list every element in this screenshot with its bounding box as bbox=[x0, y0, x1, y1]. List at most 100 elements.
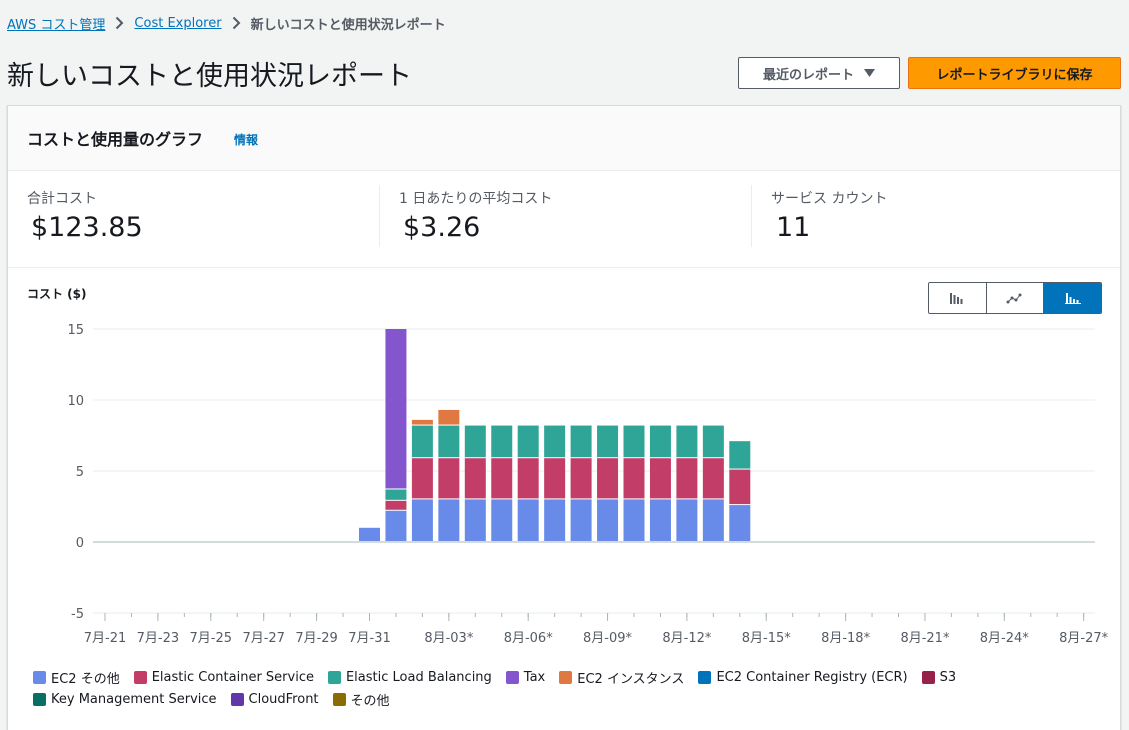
bar-segment bbox=[517, 425, 539, 458]
line-chart-icon bbox=[1006, 289, 1024, 308]
legend-swatch bbox=[133, 670, 147, 684]
legend-swatch bbox=[698, 670, 712, 684]
bar-segment bbox=[729, 505, 751, 541]
service-count-label: サービス カウント bbox=[771, 191, 888, 207]
legend-item[interactable]: S3 bbox=[921, 669, 957, 685]
bar-segment bbox=[385, 510, 407, 541]
bar-segment bbox=[464, 499, 486, 541]
bar-segment bbox=[411, 458, 433, 499]
legend-row: EC2 その他 Elastic Container Service Elastic … bbox=[33, 666, 1113, 688]
breadcrumb-current: 新しいコストと使用状況レポート bbox=[250, 17, 446, 33]
bar-segment bbox=[729, 469, 751, 505]
bar-segment bbox=[385, 329, 407, 489]
legend-swatch bbox=[33, 692, 46, 706]
bar-chart-toggle[interactable] bbox=[929, 283, 987, 313]
bar-segment bbox=[597, 458, 619, 499]
y-tick-label: 0 bbox=[76, 536, 84, 551]
total-cost-value: $123.85 bbox=[31, 212, 143, 243]
bar-segment bbox=[623, 499, 645, 541]
bar-segment bbox=[385, 500, 407, 510]
legend-item[interactable]: Key Management Service bbox=[33, 692, 217, 707]
x-tick-label: 8月-15* bbox=[742, 631, 792, 646]
stacked-cost-chart: -5 0 5 10 15 7月-21 7月-23 7月-25 7月-27 7月-29 7月-31 8月… bbox=[67, 323, 1108, 646]
panel-title: コストと使用量のグラフ bbox=[27, 130, 204, 149]
x-tick-label: 7月-23 bbox=[137, 631, 180, 646]
stacked-bar-chart-toggle[interactable] bbox=[1044, 283, 1101, 313]
info-link[interactable]: 情報 bbox=[234, 133, 259, 147]
legend-swatch bbox=[559, 670, 573, 684]
bar-segment bbox=[438, 409, 460, 425]
x-tick-label: 8月-09* bbox=[583, 631, 633, 646]
metric-divider bbox=[751, 185, 752, 247]
bar-segment bbox=[464, 425, 486, 458]
y-tick-label: 5 bbox=[76, 465, 84, 480]
bar-segment bbox=[411, 419, 433, 425]
bar-segment bbox=[570, 458, 592, 499]
bar-segment bbox=[676, 458, 698, 499]
legend-label: CloudFront bbox=[248, 691, 319, 707]
legend-row: Key Management Service CloudFront その他 bbox=[33, 688, 1113, 710]
bar-segment bbox=[702, 458, 724, 499]
legend-item[interactable]: CloudFront bbox=[230, 691, 319, 707]
recent-reports-dropdown[interactable]: 最近のレポート bbox=[738, 57, 900, 89]
legend-swatch bbox=[505, 670, 519, 684]
bar-segment bbox=[649, 425, 671, 458]
daily-average-value: $3.26 bbox=[403, 212, 481, 243]
y-tick-label: -5 bbox=[71, 607, 84, 622]
bar-segment bbox=[649, 458, 671, 499]
legend-swatch bbox=[332, 692, 346, 706]
legend-item[interactable]: EC2 Container Registry (ECR) bbox=[698, 670, 908, 685]
line-chart-toggle[interactable] bbox=[986, 283, 1045, 313]
legend-item[interactable]: EC2 その他 bbox=[33, 668, 120, 687]
stacked-bar-chart-icon bbox=[1064, 289, 1081, 308]
x-tick-label: 8月-03* bbox=[424, 631, 474, 646]
bar-segment bbox=[464, 458, 486, 499]
x-tick-label: 7月-25 bbox=[190, 631, 233, 646]
bar-segment bbox=[544, 499, 566, 541]
legend-swatch bbox=[33, 670, 46, 684]
cost-usage-graph-panel: コストと使用量のグラフ 情報 合計コスト $123.85 1 日あたりの平均コス… bbox=[7, 105, 1121, 730]
chart-type-toggle bbox=[928, 282, 1102, 314]
legend-item[interactable]: その他 bbox=[332, 690, 390, 709]
bar-segment bbox=[676, 425, 698, 458]
bar-segment bbox=[623, 425, 645, 458]
bar-segment bbox=[570, 425, 592, 458]
legend-swatch bbox=[327, 670, 341, 684]
legend-label: Elastic Load Balancing bbox=[345, 669, 492, 685]
service-count-value: 11 bbox=[776, 212, 811, 243]
x-tick-label: 8月-24* bbox=[980, 631, 1030, 646]
bar-segment bbox=[491, 499, 513, 541]
bar-segment bbox=[411, 499, 433, 541]
breadcrumb-link-cost-management[interactable]: AWS コスト管理 bbox=[7, 17, 106, 33]
x-tick-label: 8月-12* bbox=[662, 631, 712, 646]
bar-segment bbox=[517, 458, 539, 499]
bar-segment bbox=[702, 425, 724, 458]
bar-segment bbox=[411, 425, 433, 458]
legend-label: EC2 インスタンス bbox=[577, 671, 685, 687]
legend-swatch bbox=[230, 692, 244, 706]
recent-reports-label: 最近のレポート bbox=[762, 67, 854, 83]
bar-segment bbox=[544, 458, 566, 499]
legend-item[interactable]: Elastic Container Service bbox=[133, 670, 314, 685]
y-axis-title: コスト ($) bbox=[27, 287, 87, 301]
bar-segment bbox=[438, 425, 460, 458]
chevron-right-icon bbox=[115, 16, 124, 30]
legend-item[interactable]: Elastic Load Balancing bbox=[327, 669, 492, 685]
bar-segment bbox=[385, 489, 407, 500]
breadcrumb-link-cost-explorer[interactable]: Cost Explorer bbox=[134, 15, 222, 31]
legend-swatch bbox=[921, 670, 935, 684]
total-cost-label: 合計コスト bbox=[27, 191, 97, 207]
y-tick-label: 15 bbox=[67, 323, 84, 338]
cost-summary: 合計コスト $123.85 1 日あたりの平均コスト $3.26 サービス カウ… bbox=[8, 171, 1120, 268]
x-tick-label: 7月-29 bbox=[295, 631, 338, 646]
legend-item[interactable]: EC2 インスタンス bbox=[559, 668, 684, 687]
legend-label: S3 bbox=[939, 669, 957, 685]
save-to-report-library-button[interactable]: レポートライブラリに保存 bbox=[908, 57, 1121, 89]
page-title: 新しいコストと使用状況レポート bbox=[7, 61, 412, 92]
bar-segment bbox=[623, 458, 645, 499]
x-tick-label: 8月-06* bbox=[504, 631, 554, 646]
x-tick-label: 7月-31 bbox=[348, 631, 391, 646]
chevron-right-icon bbox=[232, 16, 241, 30]
x-tick-label: 8月-18* bbox=[821, 631, 871, 646]
legend-item[interactable]: Tax bbox=[505, 670, 545, 685]
